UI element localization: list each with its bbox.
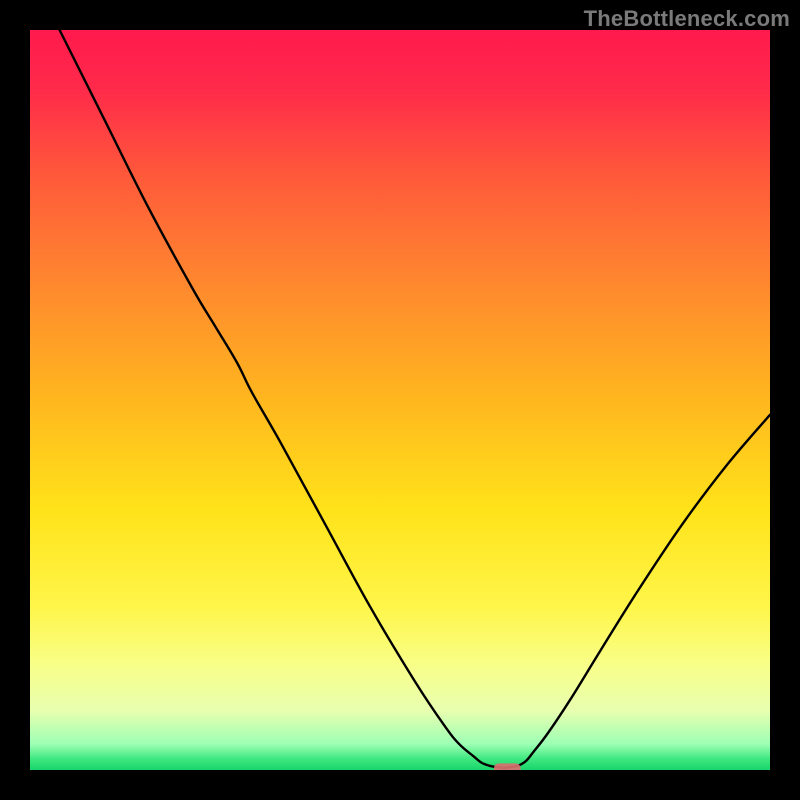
optimum-marker [494, 763, 521, 770]
watermark-text: TheBottleneck.com [584, 6, 790, 32]
plot-area [30, 30, 770, 770]
chart-frame: TheBottleneck.com [0, 0, 800, 800]
chart-svg [30, 30, 770, 770]
